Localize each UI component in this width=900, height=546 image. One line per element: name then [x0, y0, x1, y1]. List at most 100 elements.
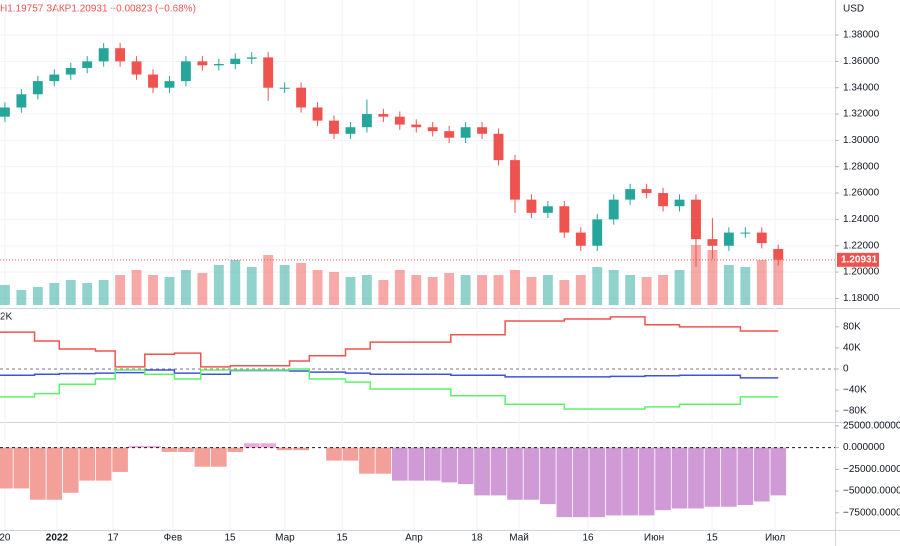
histogram-bar	[243, 443, 260, 448]
volume-bar	[361, 275, 372, 305]
volume-bar	[345, 277, 356, 305]
candle-body	[197, 61, 208, 66]
volume-bar	[756, 260, 767, 305]
candle-body	[707, 239, 718, 246]
candle-body	[345, 127, 356, 134]
x-tick-label: 18	[471, 533, 483, 544]
histogram-bar	[375, 447, 392, 474]
volume-bar	[49, 283, 60, 305]
histogram-bar	[227, 447, 244, 452]
indicator-line	[0, 316, 779, 368]
histogram-bar	[622, 447, 638, 516]
candle-body	[394, 116, 405, 125]
y-tick-label: −50000.000000	[843, 486, 900, 497]
y-tick-label: 0.000000	[843, 442, 885, 453]
volume-bar	[559, 280, 570, 305]
volume-bar	[246, 267, 257, 305]
histogram-bar	[540, 447, 556, 505]
candle-body	[756, 232, 767, 244]
x-tick-label: 15	[336, 533, 348, 544]
histogram-bar	[391, 447, 408, 481]
volume-bar	[98, 280, 109, 305]
volume-bar	[378, 280, 389, 305]
histogram-bar	[424, 447, 441, 481]
volume-bar	[394, 270, 405, 305]
histogram-bar	[589, 447, 606, 518]
volume-bar	[164, 277, 175, 305]
candle-body	[65, 67, 76, 75]
candle-body	[460, 127, 471, 138]
y-tick-label: 1.36000	[843, 56, 880, 67]
y-tick-label: 1.38000	[843, 30, 880, 41]
candle-body	[131, 61, 142, 75]
y-tick-label: 1.28000	[843, 161, 880, 172]
candle-body	[246, 57, 257, 59]
histogram-bar	[441, 447, 457, 483]
candle-body	[16, 94, 27, 108]
volume-bar	[723, 265, 734, 305]
histogram-bar	[342, 447, 359, 461]
histogram-bar	[178, 447, 194, 452]
volume-bar	[329, 272, 339, 305]
volume-bar	[575, 275, 586, 305]
histogram-bar	[671, 447, 688, 509]
histogram-bar	[474, 447, 490, 496]
volume-bar	[526, 277, 537, 305]
candle-body	[592, 219, 603, 246]
volume-bar	[674, 270, 685, 305]
histogram-bar	[655, 447, 671, 511]
candle-body	[411, 124, 422, 128]
x-tick-label: 16	[582, 533, 594, 544]
volume-bar	[230, 260, 241, 305]
candle-body	[674, 199, 685, 207]
currency-label: USD	[843, 4, 864, 15]
candle-body	[542, 206, 553, 213]
y-tick-label: 1.32000	[843, 109, 880, 120]
y-tick-label: −25000.000000	[843, 464, 900, 475]
candle-body	[378, 114, 389, 117]
last-price-label: 1.20931	[841, 254, 878, 265]
volume-bar	[32, 287, 43, 305]
histogram-bar	[704, 447, 721, 507]
candle-body	[180, 61, 191, 82]
x-tick-label: 20	[0, 533, 11, 544]
histogram-bar	[211, 447, 227, 467]
y-tick-label: −75000.000000	[843, 507, 900, 518]
x-tick-label: 15	[707, 533, 719, 544]
x-tick-label: 2022	[46, 533, 69, 544]
candle-body	[575, 232, 586, 246]
volume-bar	[658, 275, 668, 305]
histogram-bar	[688, 447, 704, 509]
volume-bar	[641, 277, 652, 305]
x-tick-label: Фев	[164, 533, 182, 544]
y-tick-label: 1.34000	[843, 82, 880, 93]
candle-body	[625, 189, 636, 200]
x-tick-label: 15	[224, 533, 236, 544]
histogram-bar	[359, 447, 375, 474]
candle-body	[0, 107, 10, 117]
volume-bar	[197, 273, 208, 305]
volume-bar	[65, 280, 76, 305]
volume-bar	[592, 267, 603, 305]
histogram-bar	[721, 447, 737, 507]
histogram-bar	[0, 447, 13, 489]
histogram-bar	[30, 447, 46, 500]
histogram-bar	[605, 447, 622, 516]
y-tick-label: 1.18000	[843, 293, 880, 304]
candle-body	[49, 74, 60, 82]
candle-body	[213, 64, 224, 66]
volume-bar	[608, 270, 619, 305]
histogram-bar	[638, 447, 655, 516]
volume-bar	[312, 270, 323, 305]
candle-body	[427, 127, 438, 132]
volume-bar	[16, 290, 27, 305]
candle-body	[164, 81, 175, 88]
histogram-bar	[112, 447, 128, 472]
histogram-bar	[490, 447, 507, 496]
histogram-bar	[507, 447, 523, 500]
x-tick-label: 17	[107, 533, 119, 544]
candle-body	[658, 193, 668, 207]
histogram-bar	[770, 447, 787, 496]
y-tick-label: 1.22000	[843, 240, 880, 251]
